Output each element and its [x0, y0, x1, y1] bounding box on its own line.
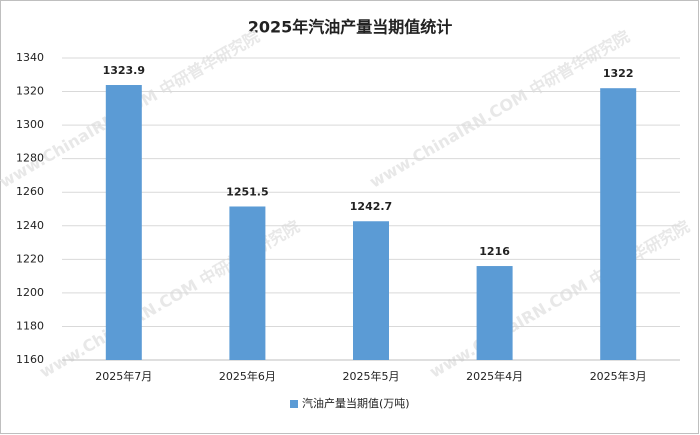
- legend-swatch: [290, 400, 298, 408]
- data-label: 1242.7: [350, 200, 392, 213]
- y-tick-label: 1300: [16, 118, 44, 131]
- bar: [105, 85, 142, 361]
- bar: [353, 221, 389, 360]
- data-label: 1216: [479, 245, 510, 258]
- y-tick-label: 1320: [16, 85, 44, 98]
- y-tick-label: 1280: [16, 152, 44, 165]
- data-label: 1323.9: [103, 64, 145, 77]
- y-tick-label: 1200: [16, 286, 44, 299]
- data-label: 1251.5: [226, 185, 268, 198]
- y-tick-label: 1260: [16, 185, 44, 198]
- y-tick-label: 1240: [16, 219, 44, 232]
- y-tick-label: 1220: [16, 252, 44, 265]
- x-tick-label: 2025年7月: [95, 369, 152, 383]
- x-tick-label: 2025年6月: [219, 369, 276, 383]
- y-tick-label: 1160: [16, 353, 44, 366]
- x-tick-label: 2025年3月: [590, 369, 647, 383]
- bar: [229, 206, 266, 360]
- x-tick-label: 2025年5月: [343, 369, 400, 383]
- bar: [600, 88, 637, 360]
- bar: [476, 266, 513, 360]
- y-tick-label: 1340: [16, 51, 44, 64]
- data-label: 1322: [603, 67, 634, 80]
- y-tick-label: 1180: [16, 319, 44, 332]
- x-tick-label: 2025年4月: [466, 369, 523, 383]
- legend-label: 汽油产量当期值(万吨): [302, 396, 410, 410]
- chart-title: 2025年汽油产量当期值统计: [248, 18, 453, 37]
